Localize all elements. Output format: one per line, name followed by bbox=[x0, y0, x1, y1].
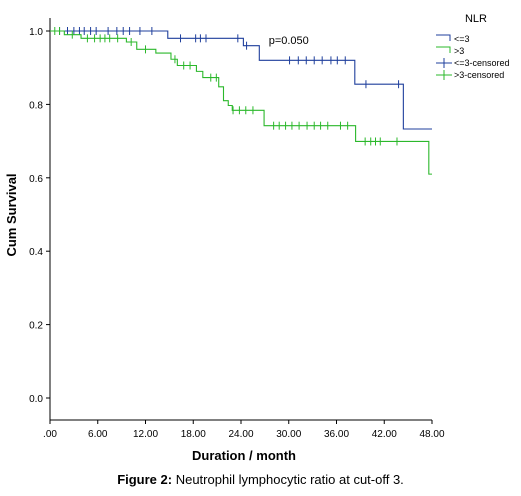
legend-label: >3 bbox=[454, 46, 464, 56]
x-tick-label: 12.00 bbox=[133, 429, 158, 440]
legend-label: <=3 bbox=[454, 34, 470, 44]
x-tick-label: 18.00 bbox=[181, 429, 206, 440]
y-tick-label: 0.2 bbox=[29, 321, 43, 332]
x-tick-label: 48.00 bbox=[419, 429, 444, 440]
y-tick-label: 0.0 bbox=[29, 394, 43, 405]
axes bbox=[49, 18, 432, 421]
legend-title: NLR bbox=[465, 13, 487, 25]
x-axis-label: Duration / month bbox=[192, 448, 296, 463]
caption-label: Figure 2: bbox=[117, 472, 173, 487]
x-tick-label: .00 bbox=[43, 429, 57, 440]
legend-label: >3-censored bbox=[454, 70, 504, 80]
legend-swatch bbox=[436, 34, 451, 41]
figure-caption: Figure 2: Neutrophil lymphocytic ratio a… bbox=[0, 472, 521, 487]
x-tick-label: 24.00 bbox=[228, 429, 253, 440]
x-tick-label: 36.00 bbox=[324, 429, 349, 440]
legend-swatch bbox=[436, 46, 451, 53]
x-tick-label: 42.00 bbox=[372, 429, 397, 440]
series-line-2 bbox=[50, 30, 432, 175]
y-tick-label: 0.8 bbox=[29, 100, 43, 111]
x-ticks: .00 6.00 12.00 18.00 24.00 30.00 36.00 42.00 48.… bbox=[43, 420, 445, 440]
y-tick-label: 0.4 bbox=[29, 247, 43, 258]
legend: NLR <=3 >3 <=3-censored >3-censored bbox=[436, 13, 510, 80]
plot-area bbox=[50, 27, 432, 175]
p-value-annotation: p=0.050 bbox=[269, 35, 309, 47]
series-line-1 bbox=[50, 30, 432, 130]
survival-chart: 0.0 0.2 0.4 0.6 0.8 1.0 .00 6.00 12.00 18.00 24.0… bbox=[4, 13, 510, 463]
y-ticks: 0.0 0.2 0.4 0.6 0.8 1.0 bbox=[29, 27, 50, 405]
x-tick-label: 6.00 bbox=[88, 429, 108, 440]
y-axis-label: Cum Survival bbox=[4, 173, 19, 256]
y-tick-label: 1.0 bbox=[29, 27, 43, 38]
legend-label: <=3-censored bbox=[454, 58, 510, 68]
x-tick-label: 30.00 bbox=[276, 429, 301, 440]
y-tick-label: 0.6 bbox=[29, 174, 43, 185]
caption-text: Neutrophil lymphocytic ratio at cut-off … bbox=[172, 472, 404, 487]
